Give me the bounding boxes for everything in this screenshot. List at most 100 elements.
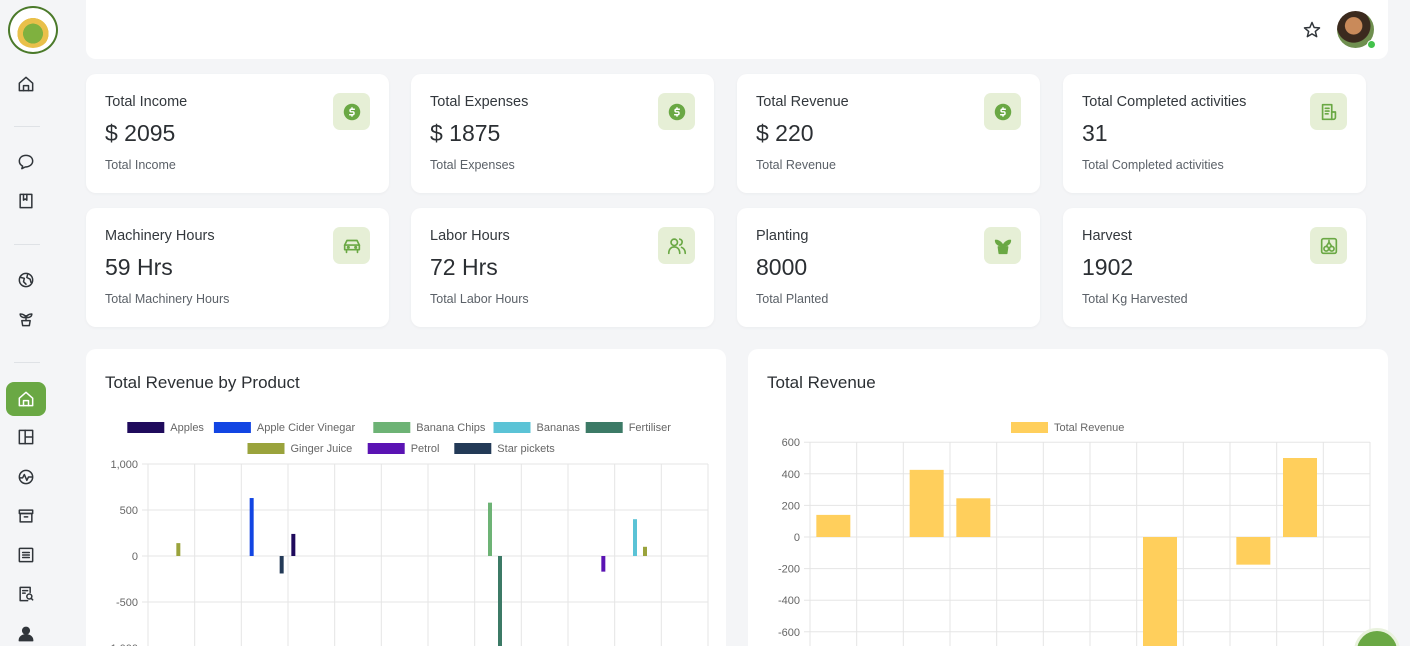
legend-swatch [367, 443, 405, 454]
legend-label: Star pickets [497, 443, 555, 455]
card-subtitle: Total Expenses [430, 158, 515, 172]
card-total-expenses: Total Expenses $ 1875 Total Expenses [411, 74, 714, 193]
revenue-by-product-chart: 1,000 500 0 -500 -1,000 Apples Apple Cider Vin… [107, 422, 709, 646]
y-tick-label: 200 [782, 500, 800, 512]
card-subtitle: Total Kg Harvested [1082, 292, 1188, 306]
dashboard-home-icon[interactable] [6, 382, 46, 416]
card-title: Total Revenue [756, 94, 849, 110]
card-subtitle: Total Machinery Hours [105, 292, 230, 306]
total-revenue-panel: Total Revenue 600 400 200 0 -200 -400 -600 Tota… [748, 349, 1388, 646]
card-subtitle: Total Income [105, 158, 176, 172]
bar [956, 498, 991, 537]
book-icon[interactable] [6, 184, 46, 218]
card-value: $ 1875 [430, 120, 501, 146]
card-title: Total Income [105, 94, 188, 110]
card-harvest: Harvest 1902 Total Kg Harvested [1063, 208, 1366, 327]
legend-swatch [585, 422, 623, 433]
y-tick-label: -600 [778, 627, 800, 639]
document-icon [1310, 93, 1347, 130]
card-value: $ 2095 [105, 120, 176, 146]
bar [249, 498, 254, 556]
legend-label: Fertiliser [629, 422, 672, 434]
star-icon[interactable] [1302, 20, 1322, 40]
legend-swatch [213, 422, 251, 433]
legend-swatch [493, 422, 531, 433]
y-tick-label: 400 [782, 469, 800, 481]
legend-label: Apples [170, 422, 204, 434]
card-title: Total Expenses [430, 94, 529, 110]
bar [909, 469, 944, 537]
y-tick-label: 500 [120, 505, 138, 517]
card-value: 8000 [756, 254, 808, 280]
bar [816, 514, 851, 537]
card-labor-hours: Labor Hours 72 Hrs Total Labor Hours [411, 208, 714, 327]
card-subtitle: Total Revenue [756, 158, 836, 172]
archive-icon[interactable] [6, 499, 46, 533]
home-icon[interactable] [6, 67, 46, 101]
card-title: Harvest [1082, 228, 1132, 244]
layout-icon[interactable] [6, 420, 46, 454]
bar [643, 546, 647, 556]
chart-title: Total Revenue by Product [105, 373, 300, 392]
total-revenue-chart: 600 400 200 0 -200 -400 -600 Total Revenue [778, 422, 1371, 646]
car-icon [333, 227, 370, 264]
chat-icon[interactable] [6, 145, 46, 179]
legend-swatch [373, 422, 411, 433]
activity-icon[interactable] [6, 460, 46, 494]
card-planting: Planting 8000 Total Planted [737, 208, 1040, 327]
legend-label: Banana Chips [416, 422, 486, 434]
card-title: Total Completed activities [1082, 94, 1247, 110]
dollar-icon [984, 93, 1021, 130]
bar [176, 543, 181, 556]
card-total-revenue: Total Revenue $ 220 Total Revenue [737, 74, 1040, 193]
harvest-icon [1310, 227, 1347, 264]
card-subtitle: Total Labor Hours [430, 292, 529, 306]
card-value: 1902 [1082, 254, 1134, 280]
legend-label: Total Revenue [1054, 422, 1124, 434]
bar [488, 502, 492, 556]
top-bar [86, 0, 1388, 59]
legend-label: Apple Cider Vinegar [257, 422, 356, 434]
card-machinery-hours: Machinery Hours 59 Hrs Total Machinery H… [86, 208, 389, 327]
card-title: Labor Hours [430, 228, 510, 244]
card-value: $ 220 [756, 120, 814, 146]
y-tick-label: 0 [794, 532, 800, 544]
brand-logo[interactable] [8, 6, 58, 54]
seedling-icon [984, 227, 1021, 264]
legend-label: Bananas [537, 422, 581, 434]
bar [1236, 537, 1271, 565]
card-total-completed-activities: Total Completed activities 31 Total Comp… [1063, 74, 1366, 193]
dollar-icon [333, 93, 370, 130]
bar [279, 556, 284, 574]
users-icon [658, 227, 695, 264]
card-title: Planting [756, 228, 809, 244]
legend-swatch [1011, 422, 1048, 433]
y-tick-label: 600 [782, 437, 800, 449]
legend-label: Ginger Juice [291, 443, 353, 455]
user-icon[interactable] [6, 617, 46, 646]
card-value: 59 Hrs [105, 254, 173, 280]
globe-icon[interactable] [6, 263, 46, 297]
list-icon[interactable] [6, 538, 46, 572]
sidebar [0, 0, 58, 646]
y-tick-label: -200 [778, 564, 800, 576]
bar [291, 533, 296, 556]
card-subtitle: Total Planted [756, 292, 829, 306]
y-tick-label: -1,000 [107, 643, 138, 646]
plant-icon[interactable] [6, 302, 46, 336]
report-search-icon[interactable] [6, 577, 46, 611]
legend-swatch [247, 443, 285, 454]
card-title: Machinery Hours [105, 228, 215, 244]
card-value: 31 [1082, 120, 1108, 146]
legend-swatch [127, 422, 165, 433]
revenue-by-product-panel: Total Revenue by Product 1,000 500 0 -500 -1… [86, 349, 726, 646]
y-tick-label: 1,000 [110, 459, 138, 471]
card-value: 72 Hrs [430, 254, 498, 280]
legend-label: Petrol [411, 443, 440, 455]
card-total-income: Total Income $ 2095 Total Income [86, 74, 389, 193]
bar [498, 556, 502, 646]
y-tick-label: -400 [778, 595, 800, 607]
bar [633, 519, 637, 556]
dollar-icon [658, 93, 695, 130]
card-subtitle: Total Completed activities [1082, 158, 1224, 172]
